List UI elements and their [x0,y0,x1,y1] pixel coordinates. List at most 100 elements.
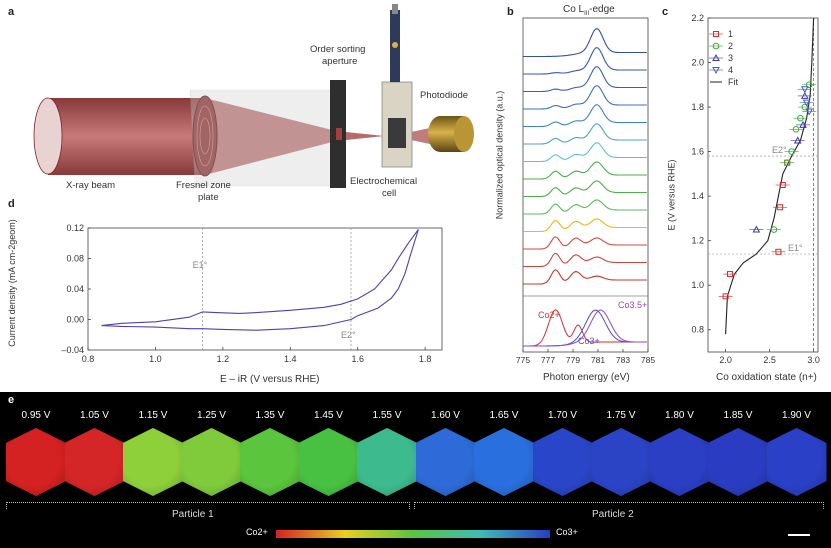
xas-reference [523,309,647,347]
ox-xtick-label: 2.5 [763,355,776,365]
ox-point [775,248,782,255]
ox-ylabel: E (V versus RHE) [666,159,677,231]
cv-xtick-label: 1.0 [149,354,162,364]
particle2-bracket [414,502,824,509]
crystal-map [649,428,710,496]
voltage-label: 1.65 V [489,410,519,421]
panel-d: d 0.8 1.0 1.2 1.4 1.6 1.8 0.12 0.08 0.04 0.00 –0.0… [0,198,460,393]
panel-e-label: e [8,394,15,406]
crystal-map [474,428,534,496]
xray-beam-label: X-ray beam [66,180,116,191]
xas-spectrum [523,236,647,250]
ox-hline-label-E1: E1° [788,243,803,253]
scale-bar [788,534,810,536]
ox-ytick-label: 2.2 [691,13,704,23]
xas-spectrum [523,123,647,145]
voltage-label: 1.45 V [314,410,343,421]
panel-a-label: a [8,6,15,18]
crystal-map [240,428,300,496]
xas-spectrum [523,199,647,215]
photodiode-label: Photodiode [420,90,469,101]
xas-xtick-label: 783 [616,355,630,365]
cv-ytick-label: –0.04 [61,345,84,355]
ox-point [802,99,811,107]
voltage-label: 1.25 V [197,410,226,421]
osa-label: Order sorting [310,44,366,55]
cv-vline-label-E2: E2° [341,330,356,340]
ref-label-co3: Co3+ [578,336,600,346]
ox-ytick-label: 1.2 [691,236,704,246]
voltage-label: 1.55 V [372,410,402,421]
panel-b-label: b [507,6,514,18]
xas-ylabel: Normalized optical density (a.u.) [494,90,505,220]
cv-ytick-label: 0.00 [66,315,84,325]
beam-end [33,97,63,175]
crystal-map [415,428,476,496]
crystal-map [6,428,66,496]
color-scale-bar [276,530,550,538]
voltage-label: 1.90 V [782,410,811,421]
ox-legend-label: 3 [728,53,733,63]
scale-left-label: Co2+ [246,527,268,537]
electrochem-label: Electrochemical [350,176,418,187]
ox-point [783,159,791,167]
ox-xtick-label: 3.0 [807,355,820,365]
xas-xtick-label: 775 [516,355,530,365]
panel-a: a [0,0,500,210]
particle1-bracket [6,502,410,509]
crystal-map [532,428,593,496]
ox-xlabel: Co oxidation state (n+) [716,372,817,383]
crystal-map [64,428,125,496]
panel-d-label: d [8,198,15,210]
xas-xtick-label: 781 [591,355,605,365]
schematic [33,4,474,188]
ox-point [805,81,813,89]
electrochem-label-2: cell [382,188,397,199]
ox-ytick-label: 0.8 [691,325,704,335]
cv-xtick-label: 1.4 [284,354,297,364]
xray-beam [48,98,205,175]
ox-point [722,293,729,300]
xas-frame [522,17,649,353]
xas-xtick-label: 785 [641,355,655,365]
particle1-label: Particle 1 [172,509,214,520]
cv-ytick-label: 0.04 [66,284,84,294]
ox-point [800,91,809,99]
ox-legend-label: 2 [728,41,733,51]
cv-plot: 0.8 1.0 1.2 1.4 1.6 1.8 0.12 0.08 0.04 0.00 –0.04 E… [61,223,443,364]
cv-curve-anodic [101,229,419,327]
ox-legend-label: 4 [728,65,733,75]
ox-legend-label: 1 [728,29,733,39]
voltage-label: 1.80 V [665,410,694,421]
xas-spectrum [523,142,647,163]
xas-xtick-label: 779 [566,355,580,365]
ox-ytick-label: 1.0 [691,280,704,290]
ox-hline-label-E2: E2° [772,145,787,155]
crystal-map [298,428,359,496]
voltage-label: 1.05 V [80,410,109,421]
panel-b: b Co LIII-edge 775 777 779 781 783 785 Co2+ Co3… [494,0,655,392]
voltage-label: 1.60 V [431,410,460,421]
ox-point [770,226,778,233]
cv-ylabel: Current density (mA cm-2geom) [6,219,17,347]
ox-point [800,86,809,94]
ox-frame [707,17,819,353]
cv-xtick-label: 1.2 [217,354,230,364]
cv-ytick-label: 0.08 [66,254,84,264]
ox-point [793,136,802,144]
ox-ytick-label: 1.8 [691,102,704,112]
xas-title: Co LIII-edge [563,4,615,17]
voltage-label: 1.35 V [255,410,285,421]
cv-frame [87,227,443,351]
housing [189,89,346,187]
crystal-map [766,428,827,496]
ox-ytick-label: 1.4 [691,191,704,201]
ox-point [713,31,719,37]
ox-point [805,108,814,116]
voltage-label: 1.75 V [606,410,636,421]
ox-point [801,103,809,111]
ox-plot: 0.8 1.0 1.2 1.4 1.6 1.8 2.0 2.2 2.0 2.5 3.0 E1° E2° 1… [691,13,820,365]
fresnel-label: Fresnel zone [176,180,231,191]
ox-point [727,271,733,278]
panel-c-label: c [662,6,669,18]
